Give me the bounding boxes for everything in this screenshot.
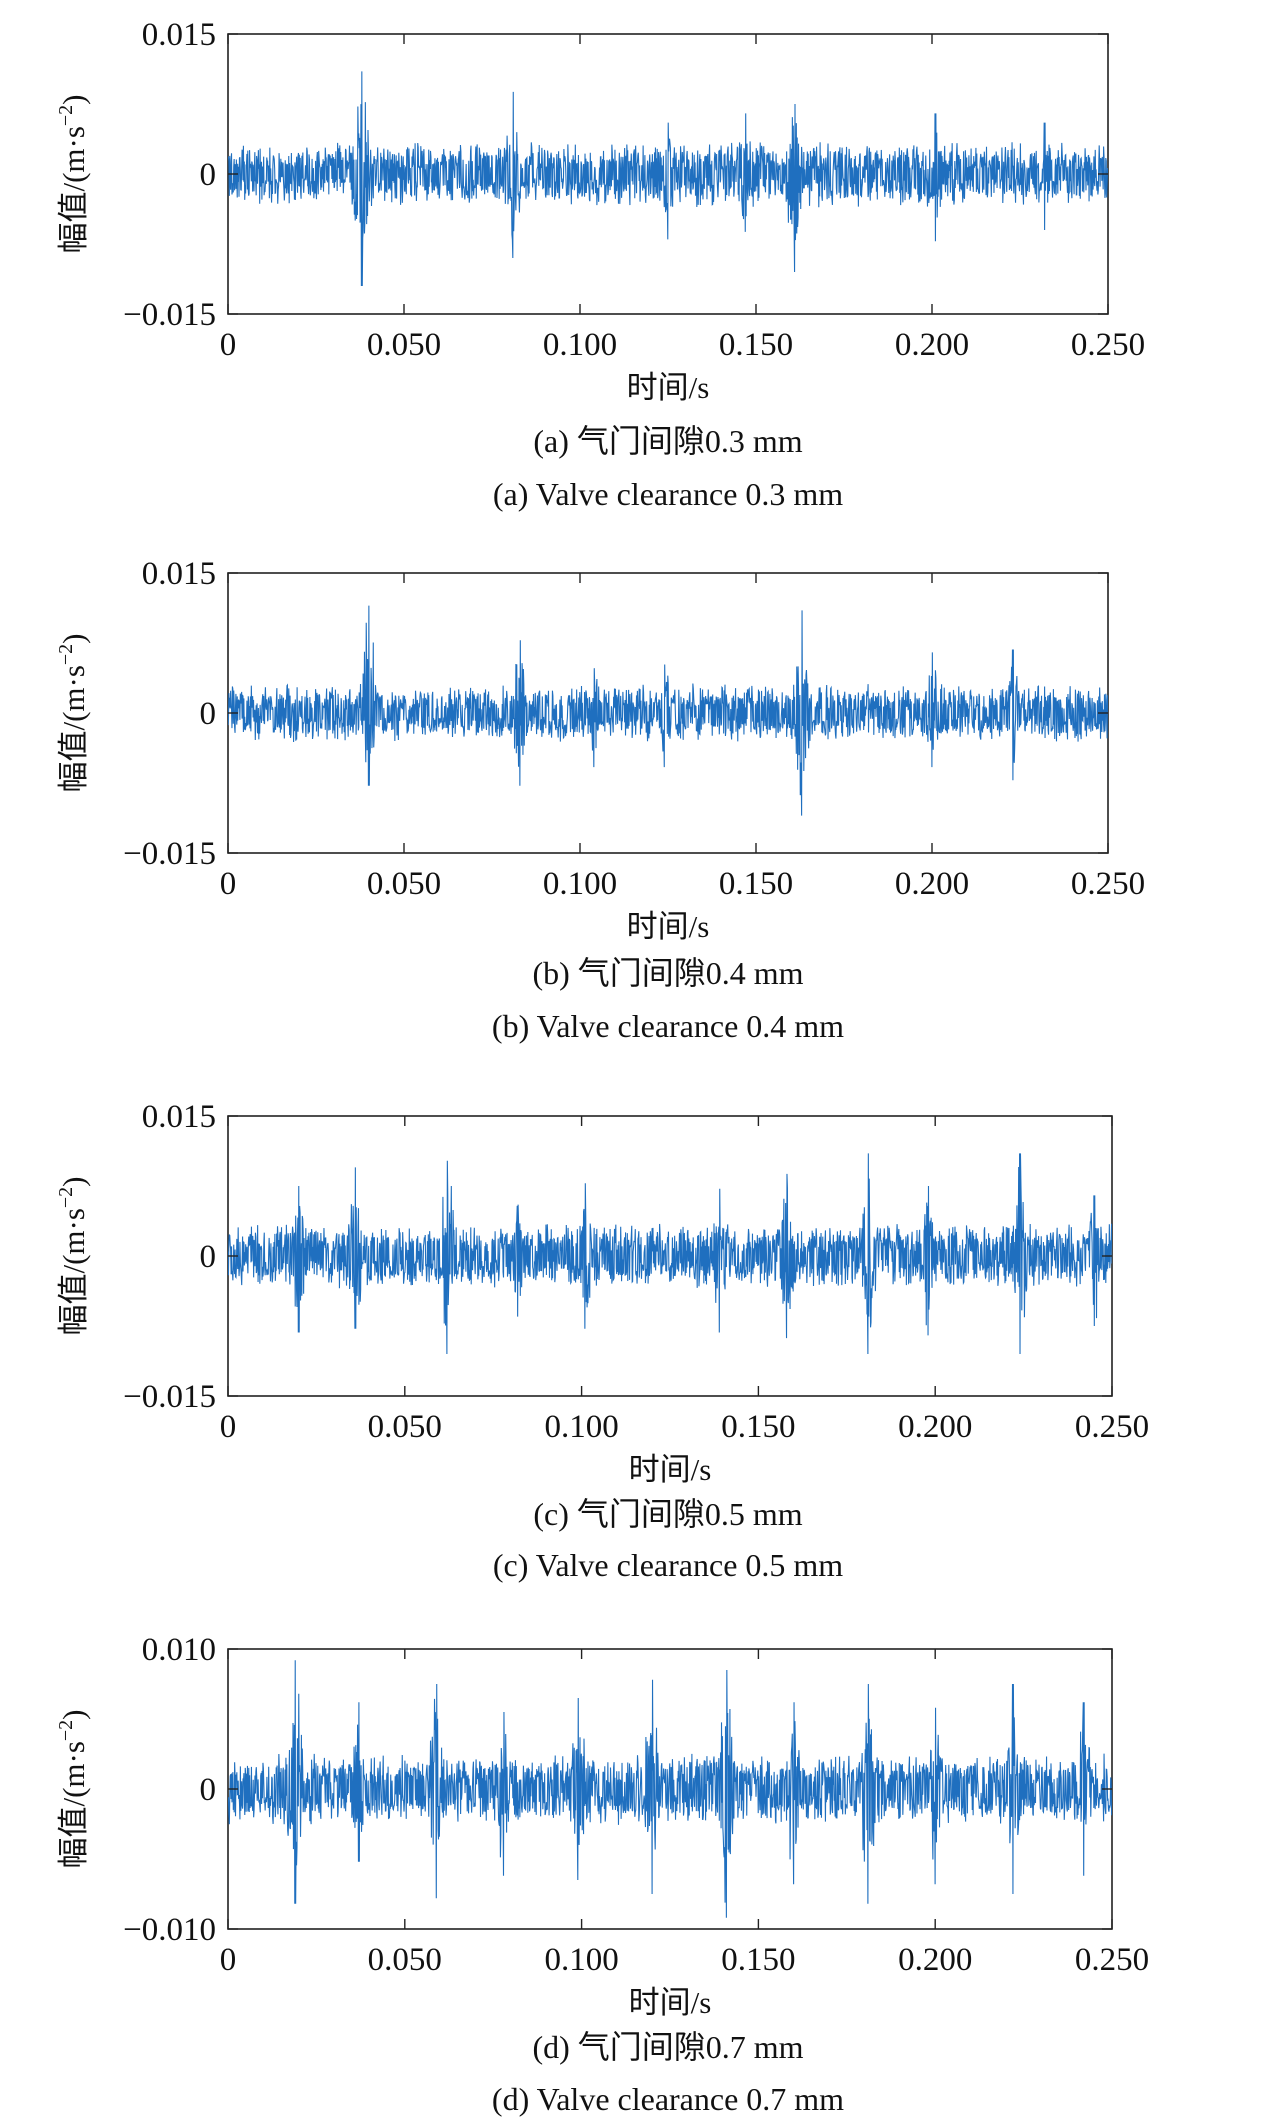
panel-b: 0 0.050 0.100 0.150 0.200 0.250−0.01500.015时间…	[55, 556, 1145, 1044]
caption-chinese: (d) 气门间隙0.7 mm	[532, 2029, 803, 2065]
y-tick-label: 0.010	[142, 1632, 216, 1668]
y-tick-label: 0.015	[142, 556, 216, 592]
y-axis-label-exponent: −2	[55, 644, 77, 665]
x-axis-label: 时间/s	[629, 1452, 712, 1487]
y-tick-label: 0	[200, 1772, 217, 1808]
x-tick-label: 0.250	[1075, 1409, 1149, 1445]
y-axis-label-main: 幅值/(m·s	[56, 1741, 91, 1868]
x-tick-label: 0.050	[368, 1942, 442, 1978]
x-tick-label: 0.100	[543, 327, 617, 363]
x-tick-label: 0.250	[1075, 1942, 1149, 1978]
x-tick-label: 0.100	[544, 1409, 618, 1445]
y-axis-label: 幅值/(m·s−2)	[55, 1176, 91, 1335]
y-axis-label: 幅值/(m·s−2)	[55, 1709, 91, 1868]
y-axis-label-close: )	[56, 1176, 91, 1186]
x-tick-label: 0.200	[895, 327, 969, 363]
caption-english: (a) Valve clearance 0.3 mm	[493, 476, 843, 512]
x-tick-label: 0	[220, 327, 237, 363]
y-tick-label: −0.015	[123, 297, 216, 333]
y-axis-label-close: )	[56, 633, 91, 643]
y-tick-label: 0.015	[142, 17, 216, 53]
signal-series-line	[228, 71, 1108, 287]
caption-english: (b) Valve clearance 0.4 mm	[492, 1008, 844, 1044]
x-tick-label: 0.050	[367, 327, 441, 363]
x-tick-label: 0.100	[543, 866, 617, 902]
caption-chinese: (c) 气门间隙0.5 mm	[533, 1496, 802, 1532]
x-tick-label: 0	[220, 1409, 237, 1445]
x-tick-label: 0.100	[544, 1942, 618, 1978]
y-axis-label: 幅值/(m·s−2)	[55, 633, 91, 792]
x-tick-label: 0.200	[898, 1942, 972, 1978]
y-axis-label-main: 幅值/(m·s	[56, 665, 91, 792]
y-tick-label: 0.015	[142, 1099, 216, 1135]
x-axis-label: 时间/s	[627, 370, 710, 405]
caption-english: (c) Valve clearance 0.5 mm	[493, 1547, 843, 1583]
x-tick-label: 0.150	[721, 1942, 795, 1978]
x-tick-label: 0.050	[367, 866, 441, 902]
y-tick-label: −0.015	[123, 1379, 216, 1415]
signal-series-line	[228, 1660, 1112, 1918]
x-tick-label: 0.150	[719, 327, 793, 363]
x-tick-label: 0.050	[368, 1409, 442, 1445]
y-axis-label-main: 幅值/(m·s	[56, 1208, 91, 1335]
x-axis-label: 时间/s	[629, 1985, 712, 2020]
y-axis-label-main: 幅值/(m·s	[56, 126, 91, 253]
x-tick-label: 0.200	[898, 1409, 972, 1445]
x-tick-label: 0.150	[719, 866, 793, 902]
y-tick-label: −0.010	[123, 1912, 216, 1948]
y-tick-label: −0.015	[123, 836, 216, 872]
x-tick-label: 0.200	[895, 866, 969, 902]
signal-series-line	[228, 1153, 1112, 1355]
x-tick-label: 0.250	[1071, 866, 1145, 902]
y-axis-label-exponent: −2	[55, 1187, 77, 1208]
y-tick-label: 0	[200, 696, 217, 732]
x-axis-label: 时间/s	[627, 909, 710, 944]
y-tick-label: 0	[200, 157, 217, 193]
signal-series-line	[228, 605, 1108, 816]
caption-english: (d) Valve clearance 0.7 mm	[492, 2081, 844, 2117]
panel-d: 0 0.050 0.100 0.150 0.200 0.250−0.01000.010时间…	[55, 1632, 1149, 2117]
x-tick-label: 0	[220, 866, 237, 902]
caption-chinese: (a) 气门间隙0.3 mm	[533, 423, 802, 459]
y-axis-label: 幅值/(m·s−2)	[55, 94, 91, 253]
y-tick-label: 0	[200, 1239, 217, 1275]
y-axis-label-close: )	[56, 1709, 91, 1719]
panel-a: 0 0.050 0.100 0.150 0.200 0.250−0.01500.015时间…	[55, 17, 1145, 512]
y-axis-label-close: )	[56, 94, 91, 104]
x-tick-label: 0.250	[1071, 327, 1145, 363]
panel-c: 0 0.050 0.100 0.150 0.200 0.250−0.01500.015时间…	[55, 1099, 1149, 1583]
y-axis-label-exponent: −2	[55, 1720, 77, 1741]
y-axis-label-exponent: −2	[55, 105, 77, 126]
x-tick-label: 0	[220, 1942, 237, 1978]
caption-chinese: (b) 气门间隙0.4 mm	[532, 955, 803, 991]
x-tick-label: 0.150	[721, 1409, 795, 1445]
